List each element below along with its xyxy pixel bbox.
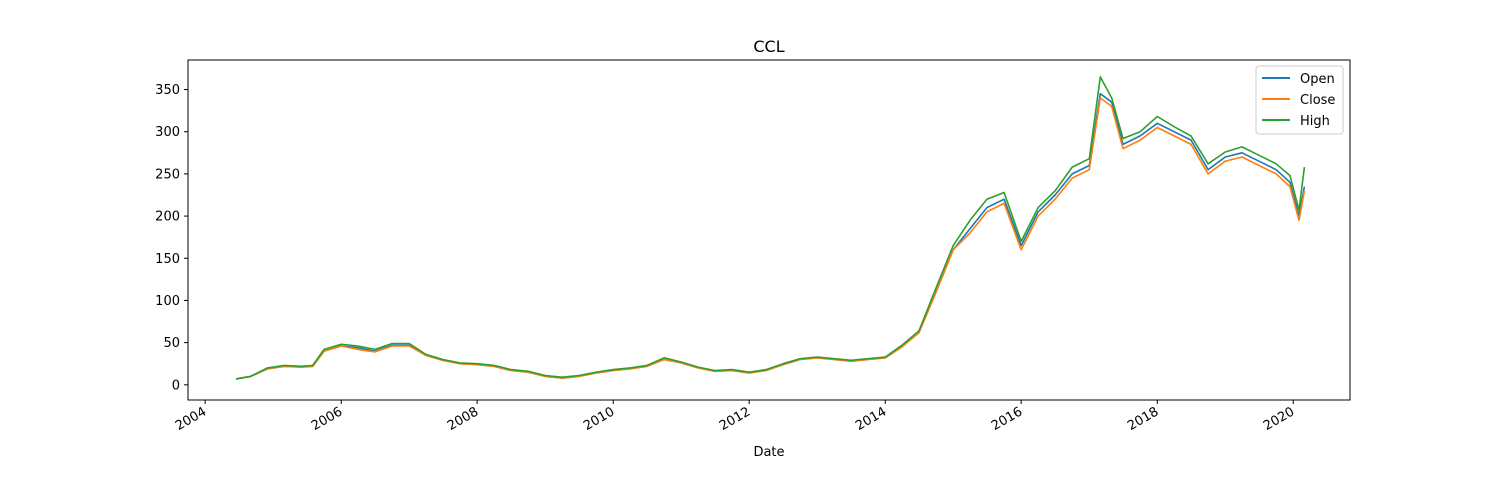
x-tick-label: 2020	[1261, 404, 1297, 434]
legend-label-high: High	[1300, 114, 1330, 129]
x-tick-label: 2004	[173, 404, 209, 434]
x-tick-label: 2012	[717, 404, 753, 434]
legend-label-close: Close	[1300, 93, 1335, 108]
y-tick-label: 150	[155, 252, 180, 267]
x-tick-label: 2016	[989, 404, 1025, 434]
y-tick-label: 350	[155, 83, 180, 98]
plot-frame	[187, 59, 1351, 401]
y-tick-label: 250	[155, 167, 180, 182]
x-tick-label: 2008	[445, 404, 481, 434]
x-axis-label: Date	[753, 445, 784, 460]
series-line-high	[235, 76, 1306, 380]
x-tick-label: 2018	[1125, 404, 1161, 434]
y-tick-label: 200	[155, 210, 180, 225]
y-tick-label: 0	[172, 378, 180, 393]
series-line-close	[235, 97, 1306, 380]
chart-title: CCL	[753, 37, 784, 56]
legend: Open Close High	[1255, 65, 1344, 135]
legend-frame	[1255, 65, 1344, 135]
legend-label-open: Open	[1300, 72, 1335, 87]
y-tick-label: 300	[155, 125, 180, 140]
y-tick-label: 100	[155, 294, 180, 309]
x-tick-label: 2014	[853, 404, 889, 434]
x-tick-label: 2006	[309, 404, 345, 434]
x-tick-label: 2010	[581, 404, 617, 434]
y-tick-label: 50	[163, 336, 180, 351]
